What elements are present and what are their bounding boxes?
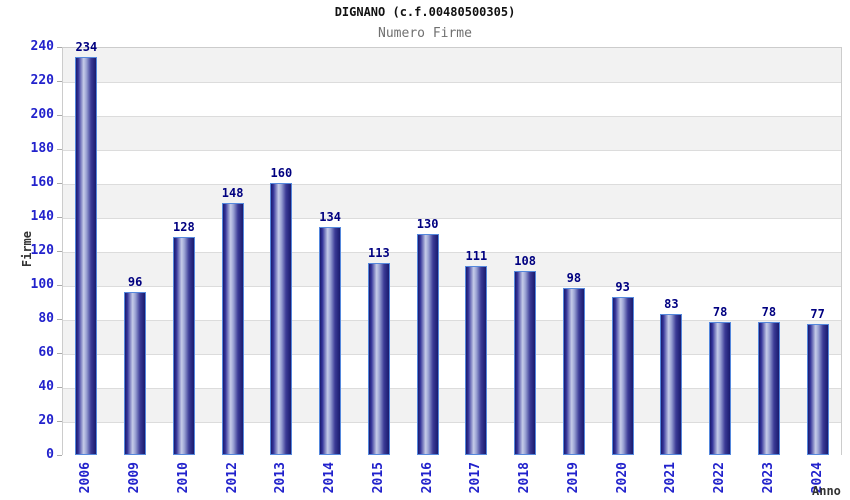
gridline: [63, 116, 841, 117]
x-tick-label: 2009: [127, 462, 143, 494]
y-tick-label: 200: [30, 107, 54, 122]
gridline: [63, 320, 841, 321]
bar-value-label: 96: [127, 274, 143, 289]
x-tick-label: 2019: [565, 462, 581, 494]
plot-band: [63, 82, 841, 116]
chart-title: DIGNANO (c.f.00480500305): [334, 5, 516, 19]
bar: [806, 324, 829, 455]
y-tick-mark: [57, 353, 62, 354]
bar: [709, 322, 732, 455]
y-tick-label: 120: [30, 243, 54, 258]
x-tick-label: 2013: [273, 462, 289, 494]
x-tick-label: 2020: [614, 462, 630, 494]
bar-value-label: 108: [514, 254, 536, 269]
y-tick-mark: [57, 387, 62, 388]
bar: [416, 234, 439, 455]
x-tick-label: 2014: [322, 462, 338, 494]
bar-value-label: 113: [368, 245, 390, 260]
bar-value-label: 77: [810, 307, 825, 322]
x-tick-label: 2021: [663, 462, 679, 494]
x-tick-label: 2012: [224, 462, 240, 494]
bar-value-label: 93: [615, 279, 630, 294]
x-tick-label: 2023: [760, 462, 776, 494]
gridline: [63, 354, 841, 355]
y-tick-mark: [57, 115, 62, 116]
y-tick-label: 100: [30, 277, 54, 292]
bar: [514, 271, 537, 455]
chart-subtitle: Numero Firme: [378, 26, 472, 41]
y-tick-mark: [57, 421, 62, 422]
y-axis-title: Firme: [20, 231, 34, 268]
y-tick-label: 140: [30, 209, 54, 224]
gridline: [63, 388, 841, 389]
bar: [562, 288, 585, 455]
y-tick-label: 180: [30, 141, 54, 156]
x-tick-label: 2022: [712, 462, 728, 494]
gridline: [63, 422, 841, 423]
y-tick-label: 160: [30, 175, 54, 190]
y-tick-mark: [57, 319, 62, 320]
gridline: [63, 184, 841, 185]
y-tick-mark: [57, 217, 62, 218]
bar-value-label: 78: [761, 305, 777, 320]
bar: [757, 322, 780, 455]
plot-band: [63, 48, 841, 82]
bar-value-label: 78: [712, 305, 728, 320]
x-axis-title: Anno: [812, 484, 841, 498]
bar-value-label: 134: [319, 210, 341, 225]
bar-value-label: 160: [270, 166, 293, 180]
x-tick-label: 2015: [370, 462, 386, 494]
y-tick-mark: [57, 149, 62, 150]
bar: [319, 227, 342, 455]
bar-value-label: 148: [221, 186, 244, 201]
y-tick-label: 220: [30, 73, 54, 88]
bar-value-label: 130: [416, 217, 439, 231]
bar-value-label: 98: [566, 271, 582, 286]
y-tick-label: 80: [38, 311, 54, 326]
bar: [124, 291, 147, 455]
plot-band: [63, 184, 841, 218]
plot-band: [63, 150, 841, 184]
bar: [660, 313, 683, 455]
gridline: [63, 150, 841, 151]
y-tick-label: 0: [46, 447, 54, 462]
bar: [611, 296, 634, 455]
bar: [75, 57, 98, 455]
gridline: [63, 286, 841, 287]
y-tick-mark: [57, 251, 62, 252]
x-tick-label: 2017: [468, 462, 484, 494]
x-tick-label: 2010: [175, 462, 191, 494]
bar-value-label: 234: [75, 40, 98, 55]
bar-value-label: 128: [173, 220, 195, 235]
gridline: [63, 252, 841, 253]
y-tick-label: 20: [38, 413, 54, 428]
bar-value-label: 83: [664, 296, 679, 311]
y-tick-label: 40: [38, 379, 54, 394]
bar-value-label: 111: [465, 249, 488, 264]
y-tick-mark: [57, 81, 62, 82]
y-tick-label: 240: [30, 39, 54, 54]
x-tick-label: 2016: [419, 462, 435, 494]
bar: [465, 266, 488, 455]
y-tick-mark: [57, 285, 62, 286]
plot-band: [63, 116, 841, 150]
bar: [221, 203, 244, 455]
bar: [367, 262, 390, 455]
x-tick-label: 2018: [517, 462, 533, 494]
y-tick-label: 60: [38, 345, 54, 360]
gridline: [63, 218, 841, 219]
bar: [172, 237, 195, 455]
gridline: [63, 82, 841, 83]
y-tick-mark: [57, 455, 62, 456]
y-tick-mark: [57, 47, 62, 48]
y-tick-mark: [57, 183, 62, 184]
bar: [270, 183, 293, 455]
x-tick-label: 2006: [78, 462, 94, 494]
